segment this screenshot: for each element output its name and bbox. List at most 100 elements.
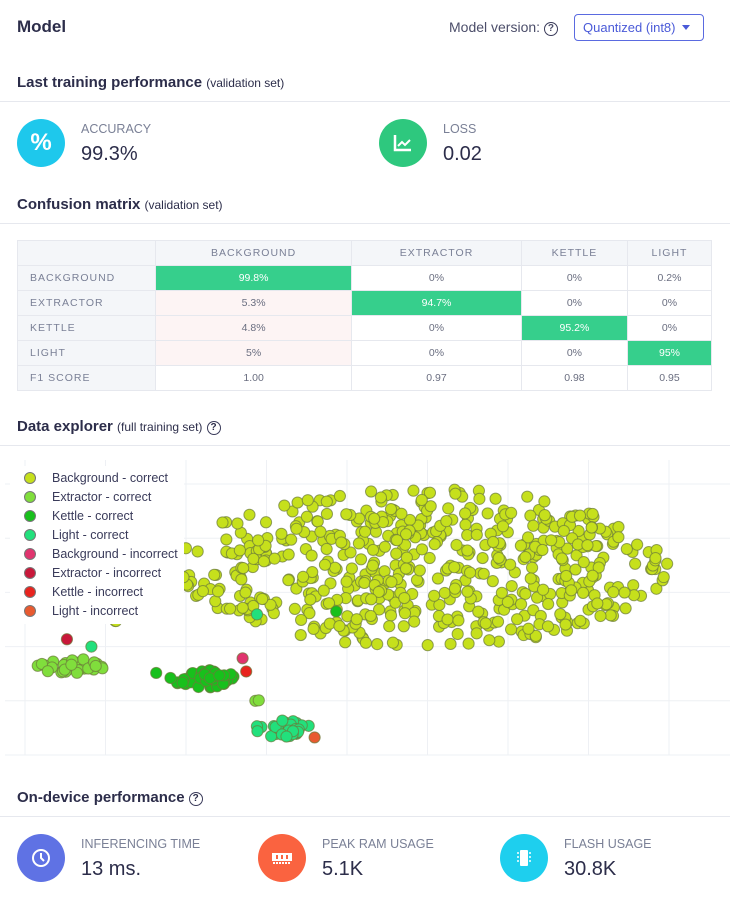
data-point[interactable]: [620, 542, 633, 556]
data-point[interactable]: [85, 640, 98, 653]
data-point[interactable]: [282, 574, 295, 587]
data-point[interactable]: [541, 620, 555, 633]
data-point[interactable]: [275, 527, 288, 540]
data-point[interactable]: [423, 486, 437, 499]
data-point[interactable]: [577, 556, 590, 569]
data-point[interactable]: [538, 495, 551, 508]
data-point[interactable]: [41, 665, 54, 678]
data-point[interactable]: [300, 510, 314, 523]
data-point[interactable]: [320, 507, 334, 521]
data-point[interactable]: [303, 607, 316, 620]
data-point[interactable]: [631, 538, 644, 551]
data-point[interactable]: [374, 491, 388, 504]
data-point[interactable]: [251, 725, 264, 738]
data-point[interactable]: [473, 492, 486, 505]
data-point[interactable]: [433, 598, 446, 611]
data-point[interactable]: [256, 592, 269, 606]
data-point[interactable]: [577, 586, 590, 599]
data-point[interactable]: [333, 619, 346, 633]
data-point[interactable]: [252, 534, 265, 547]
data-point[interactable]: [459, 518, 472, 531]
data-point[interactable]: [236, 601, 249, 614]
data-point[interactable]: [399, 562, 413, 575]
data-point[interactable]: [461, 585, 474, 598]
data-point[interactable]: [565, 584, 578, 597]
data-point[interactable]: [657, 570, 670, 584]
data-point[interactable]: [235, 573, 248, 586]
data-point[interactable]: [314, 525, 327, 538]
data-point[interactable]: [477, 567, 490, 580]
data-point[interactable]: [397, 620, 410, 633]
data-point[interactable]: [413, 564, 426, 577]
data-point[interactable]: [560, 569, 573, 583]
data-point[interactable]: [237, 561, 250, 575]
data-point[interactable]: [441, 613, 454, 626]
data-point[interactable]: [555, 552, 568, 565]
data-point[interactable]: [372, 585, 385, 599]
data-point[interactable]: [561, 542, 574, 555]
data-point[interactable]: [483, 634, 496, 647]
data-point[interactable]: [438, 586, 451, 600]
data-point[interactable]: [661, 557, 674, 570]
legend-item[interactable]: Background - correct: [16, 468, 178, 487]
data-point[interactable]: [243, 508, 256, 521]
data-point[interactable]: [586, 569, 599, 582]
data-point[interactable]: [390, 547, 403, 560]
data-point[interactable]: [339, 636, 352, 649]
data-point[interactable]: [176, 676, 189, 689]
data-point[interactable]: [415, 543, 429, 556]
data-point[interactable]: [574, 614, 587, 627]
data-point[interactable]: [607, 586, 620, 599]
data-point[interactable]: [629, 557, 642, 570]
data-point[interactable]: [350, 613, 363, 626]
data-point[interactable]: [442, 502, 455, 515]
data-point[interactable]: [208, 568, 221, 581]
data-point[interactable]: [220, 533, 233, 546]
data-point[interactable]: [407, 484, 420, 497]
data-point[interactable]: [504, 623, 518, 636]
data-point[interactable]: [487, 535, 500, 549]
data-point[interactable]: [521, 490, 534, 503]
data-point[interactable]: [395, 507, 408, 520]
data-point[interactable]: [216, 516, 229, 529]
data-point[interactable]: [458, 507, 472, 520]
data-point[interactable]: [604, 609, 617, 622]
data-point[interactable]: [294, 628, 307, 642]
legend-item[interactable]: Light - incorrect: [16, 601, 178, 620]
data-point[interactable]: [618, 586, 631, 599]
data-point[interactable]: [527, 519, 540, 532]
data-point[interactable]: [461, 544, 474, 557]
data-point[interactable]: [479, 617, 492, 630]
data-explorer-scatter[interactable]: [0, 455, 730, 760]
data-point[interactable]: [305, 549, 318, 562]
data-point[interactable]: [545, 534, 558, 547]
data-point[interactable]: [521, 531, 535, 544]
data-point[interactable]: [554, 608, 567, 621]
legend-item[interactable]: Kettle - incorrect: [16, 582, 178, 601]
data-point[interactable]: [538, 509, 551, 522]
data-point[interactable]: [586, 507, 599, 521]
data-point[interactable]: [519, 550, 532, 564]
data-point[interactable]: [366, 559, 379, 572]
data-point[interactable]: [358, 576, 371, 590]
data-point[interactable]: [344, 546, 357, 559]
data-point[interactable]: [150, 666, 163, 680]
legend-item[interactable]: Extractor - correct: [16, 487, 178, 506]
data-point[interactable]: [259, 516, 273, 529]
data-point[interactable]: [211, 585, 225, 598]
data-point[interactable]: [398, 591, 411, 605]
data-point[interactable]: [359, 636, 372, 649]
data-point[interactable]: [333, 489, 346, 503]
data-point[interactable]: [345, 562, 358, 575]
data-point[interactable]: [452, 614, 465, 627]
data-point[interactable]: [233, 544, 246, 557]
data-point[interactable]: [514, 539, 527, 552]
data-point[interactable]: [231, 517, 244, 530]
data-point[interactable]: [294, 613, 308, 627]
data-point[interactable]: [191, 545, 204, 558]
data-point[interactable]: [264, 598, 277, 611]
data-point[interactable]: [386, 636, 400, 649]
data-point[interactable]: [400, 551, 413, 564]
data-point[interactable]: [524, 572, 537, 585]
data-point[interactable]: [542, 597, 555, 611]
